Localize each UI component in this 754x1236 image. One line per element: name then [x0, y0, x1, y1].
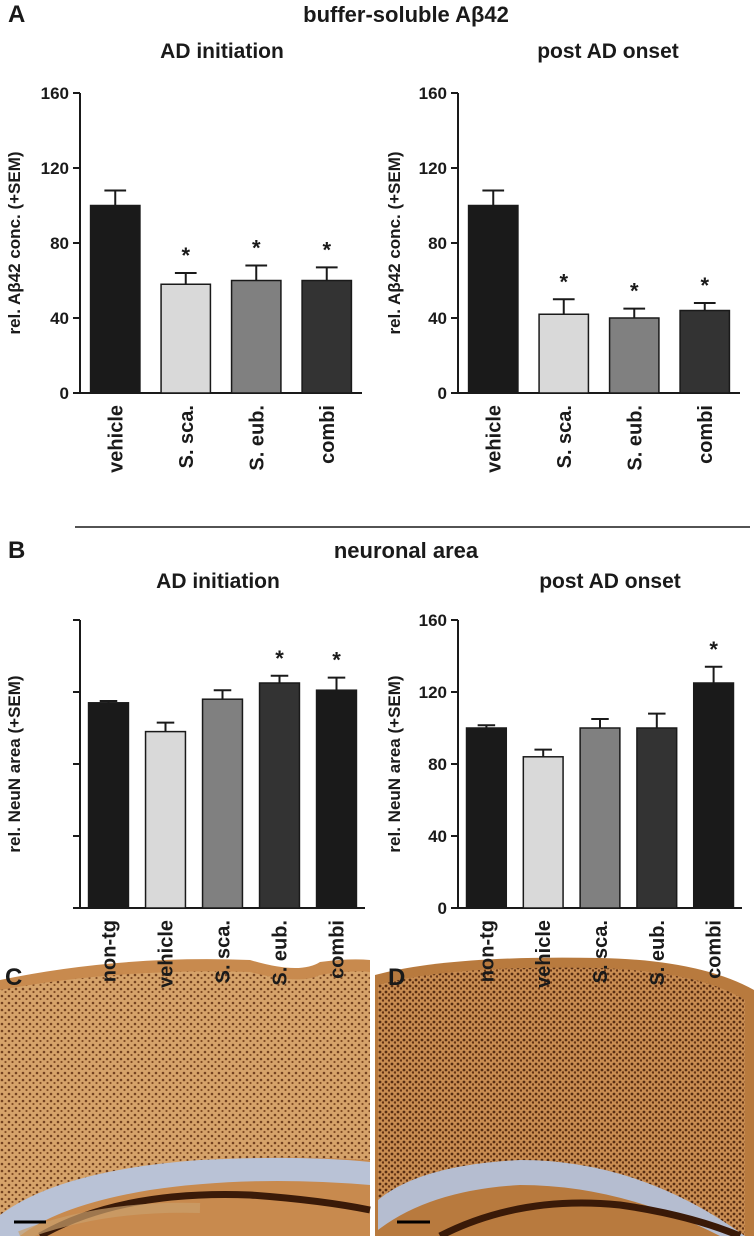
y-tick-label: 40: [428, 309, 447, 328]
panel-label: D: [388, 964, 405, 991]
y-tick-label: 40: [50, 309, 69, 328]
y-tick-label: 80: [428, 234, 447, 253]
y-tick-label: 120: [41, 159, 69, 178]
y-axis-label: rel. NeuN area (+SEM): [5, 675, 24, 852]
bar: [636, 727, 678, 909]
x-tick-label: combi: [695, 405, 717, 464]
bar-chart: AD initiation rel. NeuN area (+SEM) non-tg…: [5, 570, 365, 988]
y-tick-label: 0: [438, 899, 447, 918]
y-tick-label: 0: [438, 384, 447, 403]
x-tick-label: combi: [704, 920, 726, 979]
bar: [692, 682, 735, 909]
bar: [230, 279, 282, 394]
chart-title: post AD onset: [539, 570, 681, 593]
panel-label: B: [8, 537, 25, 564]
y-tick-label: 0: [60, 384, 69, 403]
histology-image: [0, 958, 371, 1236]
bar: [201, 698, 244, 909]
x-tick-label: S. eub.: [270, 920, 292, 986]
y-tick-label: 160: [41, 84, 69, 103]
bar: [679, 309, 731, 394]
significance-mark: *: [709, 637, 718, 662]
significance-mark: *: [559, 269, 568, 294]
x-tick-label: vehicle: [483, 405, 505, 473]
significance-mark: *: [252, 236, 261, 261]
bar: [89, 204, 141, 394]
bar: [467, 204, 519, 394]
bar: [144, 730, 187, 909]
bar: [87, 702, 130, 909]
significance-mark: *: [630, 279, 639, 304]
x-tick-label: S. sca.: [554, 405, 576, 468]
x-tick-label: S. sca.: [176, 405, 198, 468]
bar: [160, 283, 212, 394]
significance-mark: *: [332, 648, 341, 673]
bar-chart: post AD onset rel. Aβ42 conc. (+SEM) 0 40 80…: [385, 40, 740, 473]
y-tick-label: 80: [50, 234, 69, 253]
x-tick-label: S. eub.: [647, 920, 669, 986]
chart-title: AD initiation: [160, 40, 284, 63]
x-tick-label: S. eub.: [624, 405, 646, 471]
x-tick-label: non-tg: [99, 920, 121, 982]
bar: [522, 756, 564, 909]
x-tick-label: S. eub.: [246, 405, 268, 471]
x-tick-label: combi: [317, 405, 339, 464]
y-axis-label: rel. Aβ42 conc. (+SEM): [385, 151, 404, 334]
bar: [301, 279, 353, 394]
y-tick-label: 120: [419, 683, 447, 702]
x-tick-label: vehicle: [156, 920, 178, 988]
significance-mark: *: [700, 273, 709, 298]
y-tick-label: 160: [419, 84, 447, 103]
x-tick-label: S. sca.: [213, 920, 235, 983]
histology-image: [375, 957, 754, 1236]
bar: [538, 313, 590, 394]
x-tick-label: combi: [327, 920, 349, 979]
bar: [608, 317, 660, 394]
y-tick-label: 160: [419, 611, 447, 630]
chart-title: post AD onset: [537, 40, 679, 63]
bar: [258, 682, 301, 909]
chart-title: AD initiation: [156, 570, 280, 593]
y-tick-label: 80: [428, 755, 447, 774]
bar-chart: AD initiation rel. Aβ42 conc. (+SEM) 0 40 80…: [5, 40, 362, 473]
section-title: neuronal area: [334, 538, 479, 563]
panel-label: C: [5, 964, 22, 991]
bar: [315, 689, 358, 909]
y-axis-label: rel. Aβ42 conc. (+SEM): [5, 151, 24, 334]
x-tick-label: S. sca.: [590, 920, 612, 983]
bar-chart: post AD onset rel. NeuN area (+SEM) 0 40 80 1…: [385, 570, 742, 988]
x-tick-label: non-tg: [476, 920, 498, 982]
x-tick-label: vehicle: [105, 405, 127, 473]
y-axis-label: rel. NeuN area (+SEM): [385, 675, 404, 852]
x-tick-label: vehicle: [533, 920, 555, 988]
significance-mark: *: [181, 243, 190, 268]
bar: [579, 727, 621, 909]
y-tick-label: 120: [419, 159, 447, 178]
significance-mark: *: [275, 646, 284, 671]
panel-label: A: [8, 1, 25, 28]
significance-mark: *: [322, 237, 331, 262]
bar: [465, 727, 508, 909]
y-tick-label: 40: [428, 827, 447, 846]
section-title: buffer-soluble Aβ42: [303, 2, 509, 27]
